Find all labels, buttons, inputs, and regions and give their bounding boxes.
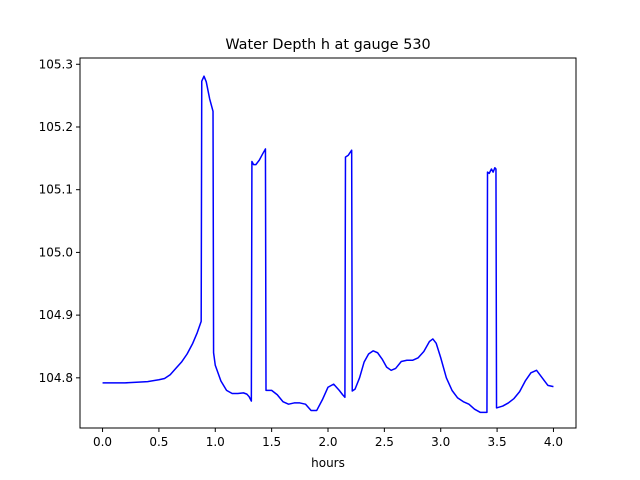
- y-tick-label: 105.0: [39, 245, 73, 259]
- y-tick-label: 104.8: [39, 371, 73, 385]
- y-tick-label: 105.2: [39, 120, 73, 134]
- x-tick-label: 3.0: [431, 435, 450, 449]
- series-line: [102, 75, 554, 414]
- x-axis: 0.0 0.5 1.0 1.5 2.0 2.5 3.0 3.5 4.0: [93, 428, 563, 449]
- x-tick-label: 0.5: [149, 435, 168, 449]
- x-tick-label: 3.5: [488, 435, 507, 449]
- x-tick-label: 1.0: [206, 435, 225, 449]
- x-axis-label: hours: [311, 456, 345, 470]
- x-tick-label: 1.5: [262, 435, 281, 449]
- y-axis: 104.8 104.9 105.0 105.1 105.2 105.3: [39, 57, 80, 385]
- plot-area: [80, 58, 576, 428]
- chart-title: Water Depth h at gauge 530: [225, 37, 430, 53]
- x-tick-label: 2.5: [375, 435, 394, 449]
- x-tick-label: 4.0: [544, 435, 563, 449]
- y-tick-label: 105.3: [39, 57, 73, 71]
- y-tick-label: 105.1: [39, 183, 73, 197]
- y-tick-label: 104.9: [39, 308, 73, 322]
- x-tick-label: 0.0: [93, 435, 112, 449]
- x-tick-label: 2.0: [318, 435, 337, 449]
